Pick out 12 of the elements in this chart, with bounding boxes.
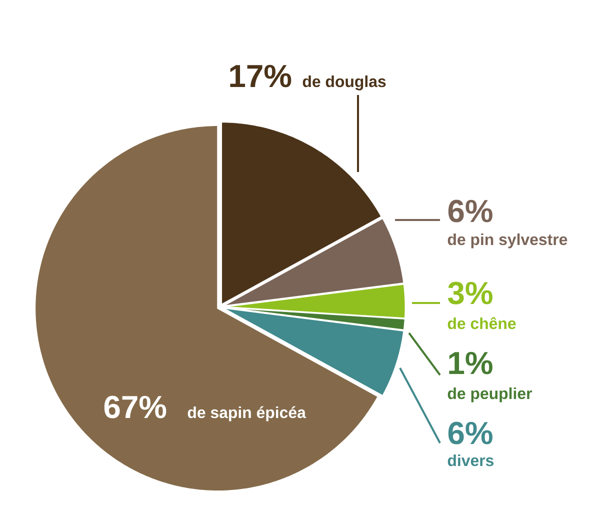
data-label: 1% bbox=[449, 352, 492, 374]
data-label: 6% bbox=[448, 422, 492, 444]
slice-label: de sapin épicéa bbox=[188, 406, 306, 422]
data-label: 67% bbox=[104, 396, 166, 418]
slice-label: de douglas bbox=[302, 75, 386, 90]
slice-label: de chêne bbox=[448, 317, 516, 330]
slice-label: de peuplier bbox=[448, 387, 532, 402]
slice-label: de pin sylvestre bbox=[448, 233, 568, 248]
data-label: 17% bbox=[230, 64, 292, 88]
data-label: 6% bbox=[448, 200, 492, 222]
data-label: 3% bbox=[448, 282, 492, 304]
slice-label: divers bbox=[448, 454, 494, 466]
